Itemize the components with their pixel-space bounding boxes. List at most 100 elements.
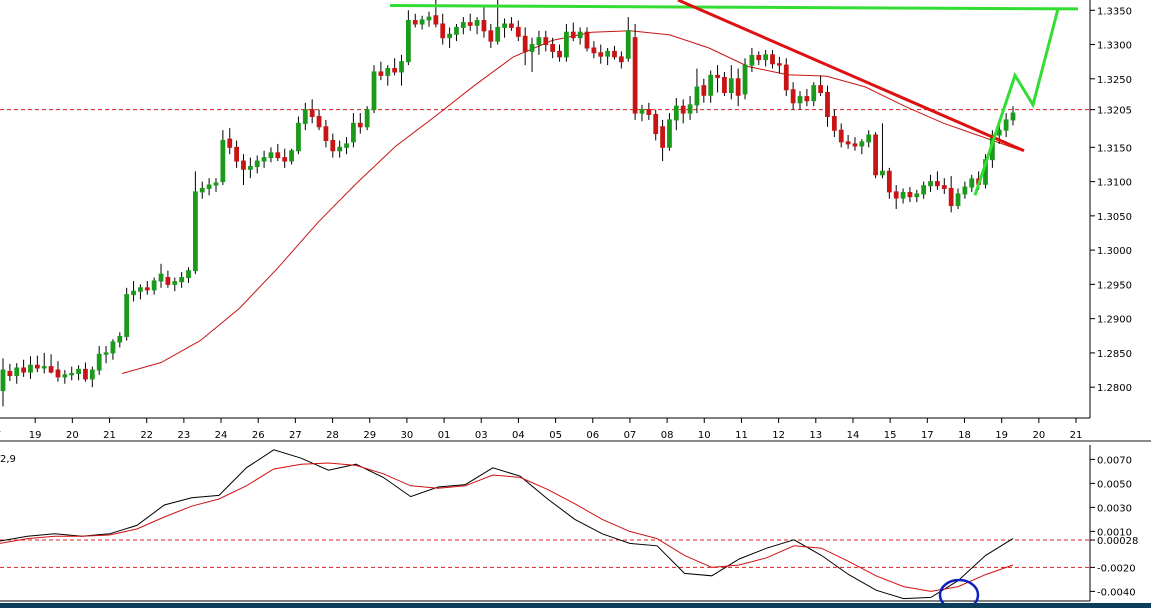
candle-body: [653, 113, 659, 135]
price-x-tick-label: 20: [1032, 430, 1045, 441]
price-x-tick-label: 7: [0, 430, 1, 441]
candle-body: [914, 193, 920, 198]
candle-body: [838, 129, 844, 143]
candle-body: [34, 364, 40, 369]
candle-body: [110, 341, 116, 354]
candle-body: [921, 185, 927, 195]
candle-body: [0, 369, 6, 392]
candle-body: [28, 364, 33, 373]
candle-body: [460, 22, 466, 28]
candle-body: [886, 170, 892, 193]
downtrend-line: [677, 0, 1025, 153]
price-y-tick-label: 1.3050: [1097, 212, 1132, 223]
price-y-tick-label: 1.2850: [1097, 349, 1132, 360]
candle-body: [199, 187, 205, 193]
candle-body: [625, 30, 631, 59]
price-x-tick-label: 14: [847, 430, 860, 441]
candle-body: [495, 26, 501, 42]
resistance-line: [389, 3, 1079, 11]
candle-body: [728, 78, 734, 94]
candle-body: [309, 109, 315, 117]
candle-body: [21, 367, 27, 373]
price-x-tick-label: 29: [363, 430, 376, 441]
macd-indicator-label: 2,9: [0, 454, 16, 465]
projection-path: [973, 8, 1060, 196]
candle-body: [831, 115, 837, 131]
price-x-tick-label: 19: [29, 430, 42, 441]
candle-body: [440, 23, 446, 39]
price-x-tick-label: 01: [438, 430, 451, 441]
candle-body: [289, 150, 294, 162]
price-x-tick-label: 15: [884, 430, 897, 441]
price-panel: 1.3350 1.3300 1.3250 1.3205 1.3150 1.3100 1.30…: [0, 0, 1151, 442]
moving-average-line: [121, 30, 1023, 374]
candle-body: [1010, 112, 1016, 121]
candle-body: [344, 143, 349, 148]
candle-body: [138, 287, 143, 292]
candle-body: [825, 92, 830, 117]
price-x-tick-label: 07: [624, 430, 637, 441]
macd-y-tick-label: 0.00028: [1097, 536, 1138, 547]
candle-body: [247, 166, 253, 170]
candle-body: [103, 352, 109, 355]
candle-body: [955, 193, 961, 207]
price-y-tick-label: 1.2900: [1097, 315, 1132, 326]
candle-body: [220, 139, 226, 183]
candle-body: [364, 109, 370, 128]
price-x-tick-label: 30: [401, 430, 414, 441]
price-y-tick-label: 1.3205: [1097, 106, 1132, 117]
price-x-tick-label: 20: [66, 430, 79, 441]
price-x-tick-label: 18: [958, 430, 971, 441]
candle-body: [419, 19, 425, 25]
price-x-tick-label: 27: [289, 430, 302, 441]
price-x-tick-label: 21: [103, 430, 116, 441]
candle-body: [605, 50, 611, 57]
price-y-tick-label: 1.3250: [1097, 75, 1132, 86]
candle-body: [481, 20, 487, 32]
candle-body: [708, 74, 714, 96]
candle-body: [227, 138, 233, 148]
price-x-tick-label: 26: [252, 430, 265, 441]
candle-body: [543, 37, 549, 46]
candle-body: [144, 287, 150, 291]
candle-body: [330, 139, 336, 152]
candle-body: [790, 89, 796, 104]
candle-body: [598, 52, 604, 57]
candle-body: [749, 55, 755, 66]
candle-body: [515, 26, 521, 37]
candle-body: [873, 134, 878, 176]
candle-body: [48, 366, 54, 373]
candle-body: [694, 86, 700, 106]
price-y-tick-label: 1.3350: [1097, 6, 1132, 17]
candle-body: [206, 184, 212, 189]
candle-body: [948, 187, 954, 207]
price-x-tick-label: 12: [772, 430, 785, 441]
candle-body: [632, 37, 638, 114]
macd-y-tick-label: -0.0020: [1097, 563, 1136, 574]
candle-body: [509, 23, 514, 28]
candle-body: [41, 366, 47, 369]
candle-body: [302, 109, 308, 124]
candle-body: [536, 37, 542, 46]
candle-body: [124, 294, 130, 337]
candle-body: [811, 85, 817, 102]
candle-body: [564, 31, 569, 58]
candle-body: [893, 191, 899, 199]
candle-body: [241, 160, 246, 170]
candle-body: [89, 369, 95, 380]
candle-body: [165, 277, 171, 285]
candle-body: [818, 85, 824, 94]
candle-body: [62, 374, 68, 378]
macd-y-tick-label: 0.0070: [1097, 455, 1132, 466]
candle-body: [447, 33, 452, 39]
price-y-tick-label: 1.2950: [1097, 280, 1132, 291]
candle-body: [618, 56, 624, 63]
candle-body: [488, 30, 494, 42]
candle-body: [158, 273, 164, 282]
macd-y-tick-label: 0.0010: [1097, 527, 1132, 538]
candle-body: [639, 109, 645, 114]
candle-body: [96, 353, 102, 371]
candle-body: [715, 74, 720, 78]
price-x-tick-label: 03: [475, 430, 488, 441]
